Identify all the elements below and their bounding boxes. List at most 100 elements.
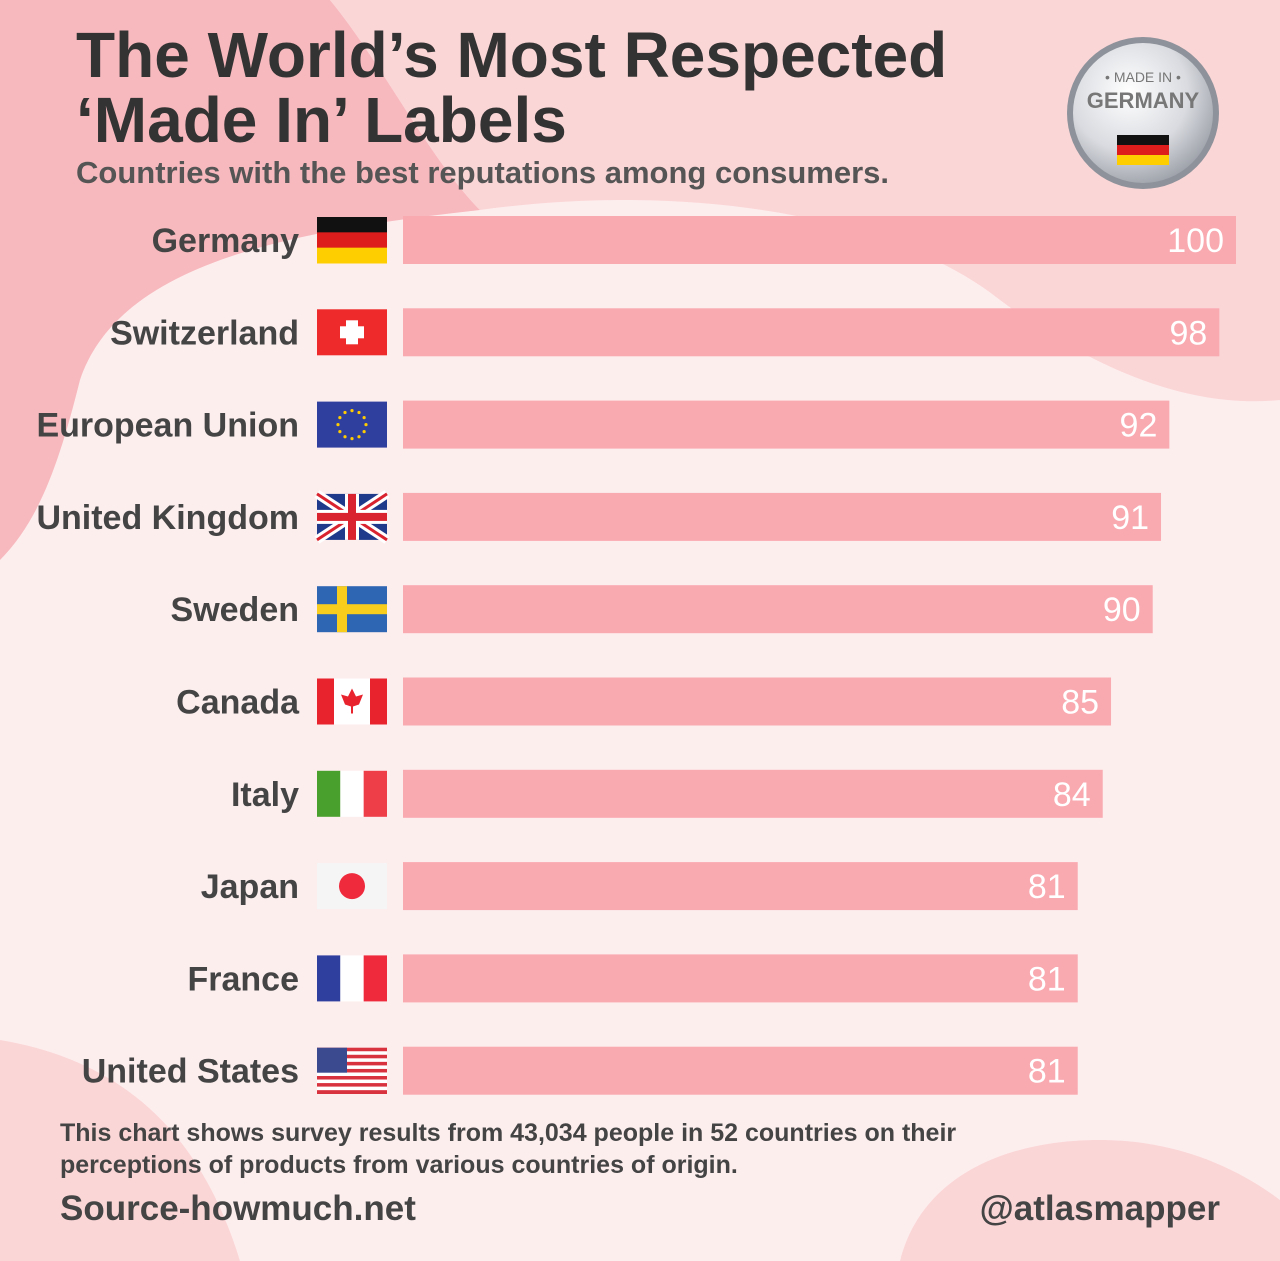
flag-part	[317, 1047, 387, 1052]
flag	[317, 401, 387, 448]
flag-part	[343, 410, 347, 415]
badge-face	[1073, 43, 1213, 183]
category-label: Italy	[231, 776, 299, 814]
flag-part	[341, 688, 363, 714]
badge-text: • MADE IN •	[1105, 69, 1181, 85]
flag	[317, 863, 387, 910]
flag	[317, 309, 387, 356]
flag-part	[317, 217, 387, 233]
background-blob	[900, 1140, 1280, 1261]
value-label: 92	[1120, 407, 1158, 445]
badge-flag	[1117, 135, 1169, 145]
bar	[403, 585, 1153, 634]
category-label: Sweden	[171, 591, 299, 629]
background-blob	[0, 0, 480, 560]
flag-part	[317, 232, 387, 249]
flag-part	[317, 1054, 387, 1059]
flag-part	[340, 326, 364, 339]
bar	[403, 862, 1078, 911]
flag-part	[338, 430, 342, 434]
flag-part	[317, 770, 341, 817]
flag-part	[338, 416, 342, 420]
flag	[317, 1047, 387, 1094]
value-label: 81	[1028, 868, 1066, 906]
value-label: 81	[1028, 960, 1066, 998]
badge-flag	[1117, 145, 1169, 155]
category-label: France	[188, 960, 300, 998]
flag-part	[357, 435, 361, 439]
flag-part	[317, 1083, 387, 1087]
value-label: 98	[1170, 314, 1208, 352]
flag	[317, 770, 387, 817]
flag-part	[370, 678, 387, 725]
bar	[403, 492, 1162, 541]
value-label: 90	[1103, 591, 1141, 629]
bar	[403, 1046, 1078, 1095]
badge-flag	[1117, 155, 1169, 165]
flag-part	[317, 1061, 387, 1066]
flag-part	[363, 770, 387, 817]
category-label: European Union	[36, 407, 299, 445]
flag-part	[317, 678, 334, 725]
flag-part	[362, 416, 366, 420]
flag-part	[317, 512, 387, 521]
category-label: Japan	[201, 868, 299, 906]
flag-part	[317, 1047, 347, 1073]
chart-title: The World’s Most Respected	[76, 19, 947, 91]
flag-part	[343, 435, 347, 439]
flag-part	[317, 1065, 387, 1070]
chart-subtitle: Countries with the best reputations amon…	[76, 155, 889, 190]
flag-part	[317, 1072, 387, 1077]
flag-part	[317, 604, 387, 615]
source: Source-howmuch.net	[60, 1189, 416, 1228]
flag	[317, 217, 387, 264]
badge: • MADE IN • GERMANY	[1067, 37, 1219, 189]
category-label: Switzerland	[110, 314, 299, 352]
flag-part	[350, 437, 354, 441]
bar	[403, 954, 1078, 1003]
flag	[317, 678, 387, 725]
flag-part	[317, 1079, 387, 1084]
value-label: 84	[1053, 776, 1091, 814]
flag-part	[317, 1051, 387, 1056]
category-label: Canada	[176, 684, 300, 722]
flag-part	[317, 1058, 387, 1063]
badge-text: GERMANY	[1087, 88, 1200, 113]
flag	[317, 955, 387, 1002]
background-blob	[0, 1040, 240, 1261]
bar	[403, 677, 1112, 726]
flag-part	[357, 410, 361, 415]
bar	[403, 400, 1170, 449]
bar	[403, 308, 1220, 357]
value-label: 100	[1167, 222, 1224, 260]
background-blob	[330, 0, 1280, 402]
flag-part	[350, 409, 354, 413]
flag-part	[317, 1068, 387, 1073]
note: This chart shows survey results from 43,…	[60, 1119, 956, 1147]
note: perceptions of products from various cou…	[60, 1151, 738, 1179]
category-label: United Kingdom	[36, 499, 299, 537]
flag-part	[362, 430, 366, 434]
flag-part	[317, 955, 341, 1002]
flag	[317, 586, 387, 633]
flag-part	[336, 423, 340, 427]
value-label: 85	[1061, 684, 1099, 722]
credit: @atlasmapper	[980, 1189, 1221, 1228]
bar	[403, 216, 1236, 264]
flag-part	[317, 247, 387, 264]
flag-part	[363, 955, 387, 1002]
flag-part	[340, 955, 364, 1002]
bar	[403, 769, 1103, 818]
flag-part	[317, 401, 387, 448]
flag-part	[317, 1090, 387, 1094]
category-label: Germany	[152, 222, 299, 260]
flag-part	[364, 423, 368, 427]
value-label: 81	[1028, 1053, 1066, 1091]
flag-part	[339, 873, 365, 900]
flag-part	[317, 1086, 387, 1091]
flag-part	[340, 770, 364, 817]
category-label: United States	[82, 1053, 299, 1091]
value-label: 91	[1111, 499, 1149, 537]
